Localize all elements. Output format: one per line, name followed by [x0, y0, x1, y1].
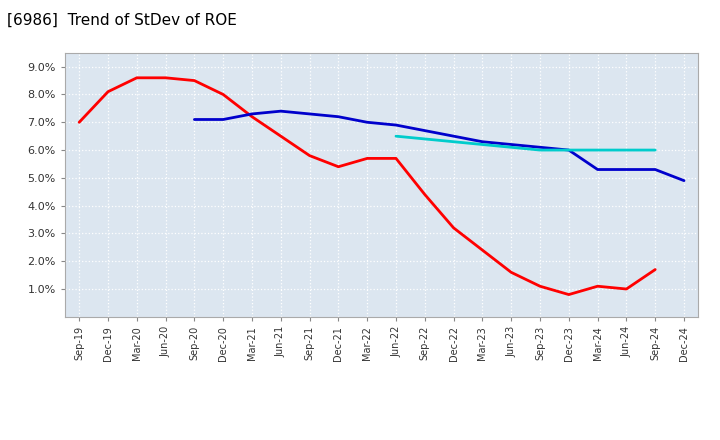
5 Years	[593, 167, 602, 172]
3 Years	[276, 133, 285, 139]
5 Years	[564, 147, 573, 153]
5 Years	[334, 114, 343, 119]
7 Years	[392, 133, 400, 139]
5 Years	[392, 122, 400, 128]
5 Years	[651, 167, 660, 172]
3 Years	[190, 78, 199, 83]
3 Years	[334, 164, 343, 169]
5 Years	[219, 117, 228, 122]
3 Years	[651, 267, 660, 272]
3 Years	[219, 92, 228, 97]
7 Years	[449, 139, 458, 144]
7 Years	[564, 147, 573, 153]
5 Years	[449, 133, 458, 139]
7 Years	[622, 147, 631, 153]
3 Years	[392, 156, 400, 161]
7 Years	[478, 142, 487, 147]
7 Years	[651, 147, 660, 153]
5 Years	[248, 111, 256, 117]
3 Years	[248, 114, 256, 119]
3 Years	[564, 292, 573, 297]
5 Years	[680, 178, 688, 183]
3 Years	[104, 89, 112, 94]
3 Years	[420, 192, 429, 197]
7 Years	[420, 136, 429, 142]
3 Years	[305, 153, 314, 158]
5 Years	[190, 117, 199, 122]
3 Years	[622, 286, 631, 292]
3 Years	[132, 75, 141, 81]
5 Years	[536, 145, 544, 150]
Text: [6986]  Trend of StDev of ROE: [6986] Trend of StDev of ROE	[7, 13, 237, 28]
3 Years	[75, 120, 84, 125]
Line: 5 Years: 5 Years	[194, 111, 684, 181]
5 Years	[478, 139, 487, 144]
3 Years	[593, 284, 602, 289]
Line: 7 Years: 7 Years	[396, 136, 655, 150]
3 Years	[449, 225, 458, 231]
5 Years	[276, 109, 285, 114]
5 Years	[507, 142, 516, 147]
5 Years	[622, 167, 631, 172]
3 Years	[536, 284, 544, 289]
5 Years	[420, 128, 429, 133]
3 Years	[478, 247, 487, 253]
7 Years	[507, 145, 516, 150]
7 Years	[593, 147, 602, 153]
3 Years	[507, 270, 516, 275]
7 Years	[536, 147, 544, 153]
3 Years	[363, 156, 372, 161]
5 Years	[305, 111, 314, 117]
Line: 3 Years: 3 Years	[79, 78, 655, 294]
3 Years	[161, 75, 170, 81]
5 Years	[363, 120, 372, 125]
